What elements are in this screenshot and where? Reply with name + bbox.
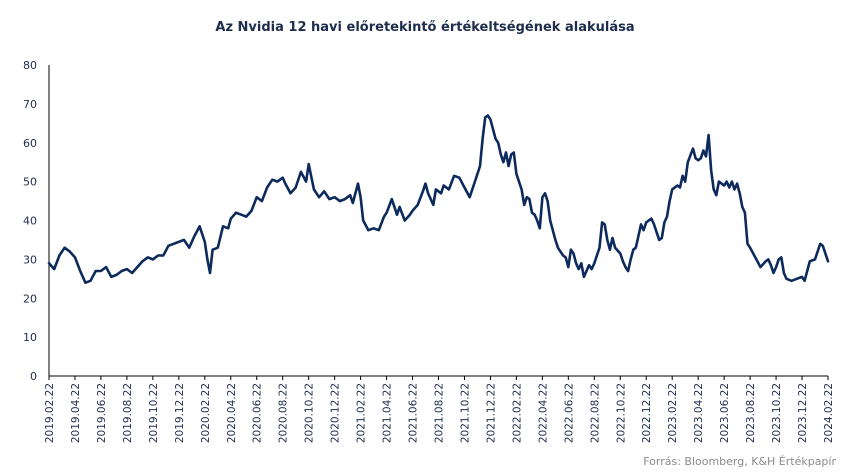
y-tick-label: 30 bbox=[23, 253, 37, 266]
x-tick-label: 2020.10.22 bbox=[304, 383, 316, 443]
x-tick-label: 2023.10.22 bbox=[771, 383, 783, 443]
x-tick-label: 2019.06.22 bbox=[96, 383, 108, 443]
x-tick-label: 2022.12.22 bbox=[641, 383, 653, 443]
y-tick-label: 60 bbox=[23, 137, 37, 150]
series-line bbox=[47, 114, 830, 284]
y-tick-label: 0 bbox=[30, 370, 37, 383]
x-tick-label: 2019.02.22 bbox=[44, 383, 56, 443]
chart-title: Az Nvidia 12 havi előretekintő értékelts… bbox=[215, 20, 635, 35]
x-tick-label: 2023.08.22 bbox=[745, 383, 757, 443]
x-tick-label: 2022.10.22 bbox=[615, 383, 627, 443]
y-tick-label: 50 bbox=[23, 176, 37, 189]
x-tick-label: 2020.06.22 bbox=[252, 383, 264, 443]
x-tick-label: 2023.12.22 bbox=[797, 383, 809, 443]
x-tick-label: 2019.12.22 bbox=[174, 383, 186, 443]
x-tick-label: 2020.08.22 bbox=[278, 383, 290, 443]
x-tick-label: 2023.06.22 bbox=[719, 383, 731, 443]
x-ticks bbox=[48, 376, 829, 380]
x-tick-label: 2020.12.22 bbox=[330, 383, 342, 443]
x-tick-label: 2022.02.22 bbox=[511, 383, 523, 443]
x-axis-labels: 2019.02.22 2019.04.22 2019.06.22 2019.08.22… bbox=[44, 383, 835, 443]
x-tick-label: 2019.04.22 bbox=[70, 383, 82, 443]
x-tick-label: 2022.04.22 bbox=[537, 383, 549, 443]
x-tick-label: 2020.02.22 bbox=[200, 383, 212, 443]
y-tick-label: 80 bbox=[23, 59, 37, 72]
y-tick-label: 20 bbox=[23, 292, 37, 305]
x-tick-label: 2021.08.22 bbox=[434, 383, 446, 443]
x-tick-label: 2022.08.22 bbox=[589, 383, 601, 443]
y-tick-label: 40 bbox=[23, 215, 37, 228]
x-tick-label: 2023.04.22 bbox=[693, 383, 705, 443]
x-tick-label: 2022.06.22 bbox=[563, 383, 575, 443]
x-tick-label: 2019.08.22 bbox=[122, 383, 134, 443]
y-tick-label: 70 bbox=[23, 98, 37, 111]
x-tick-label: 2021.12.22 bbox=[485, 383, 497, 443]
x-tick-label: 2019.10.22 bbox=[148, 383, 160, 443]
source-note: Forrás: Bloomberg, K&H Értékpapír bbox=[643, 455, 836, 468]
x-tick-label: 2024.02.22 bbox=[823, 383, 835, 443]
y-tick-label: 10 bbox=[23, 331, 37, 344]
x-tick-label: 2021.06.22 bbox=[408, 383, 420, 443]
x-tick-label: 2021.02.22 bbox=[356, 383, 368, 443]
x-tick-label: 2021.10.22 bbox=[459, 383, 471, 443]
x-tick-label: 2020.04.22 bbox=[226, 383, 238, 443]
x-tick-label: 2023.02.22 bbox=[667, 383, 679, 443]
y-axis-labels: 0 10 20 30 40 50 60 70 80 bbox=[23, 59, 37, 383]
x-tick-label: 2021.04.22 bbox=[382, 383, 394, 443]
